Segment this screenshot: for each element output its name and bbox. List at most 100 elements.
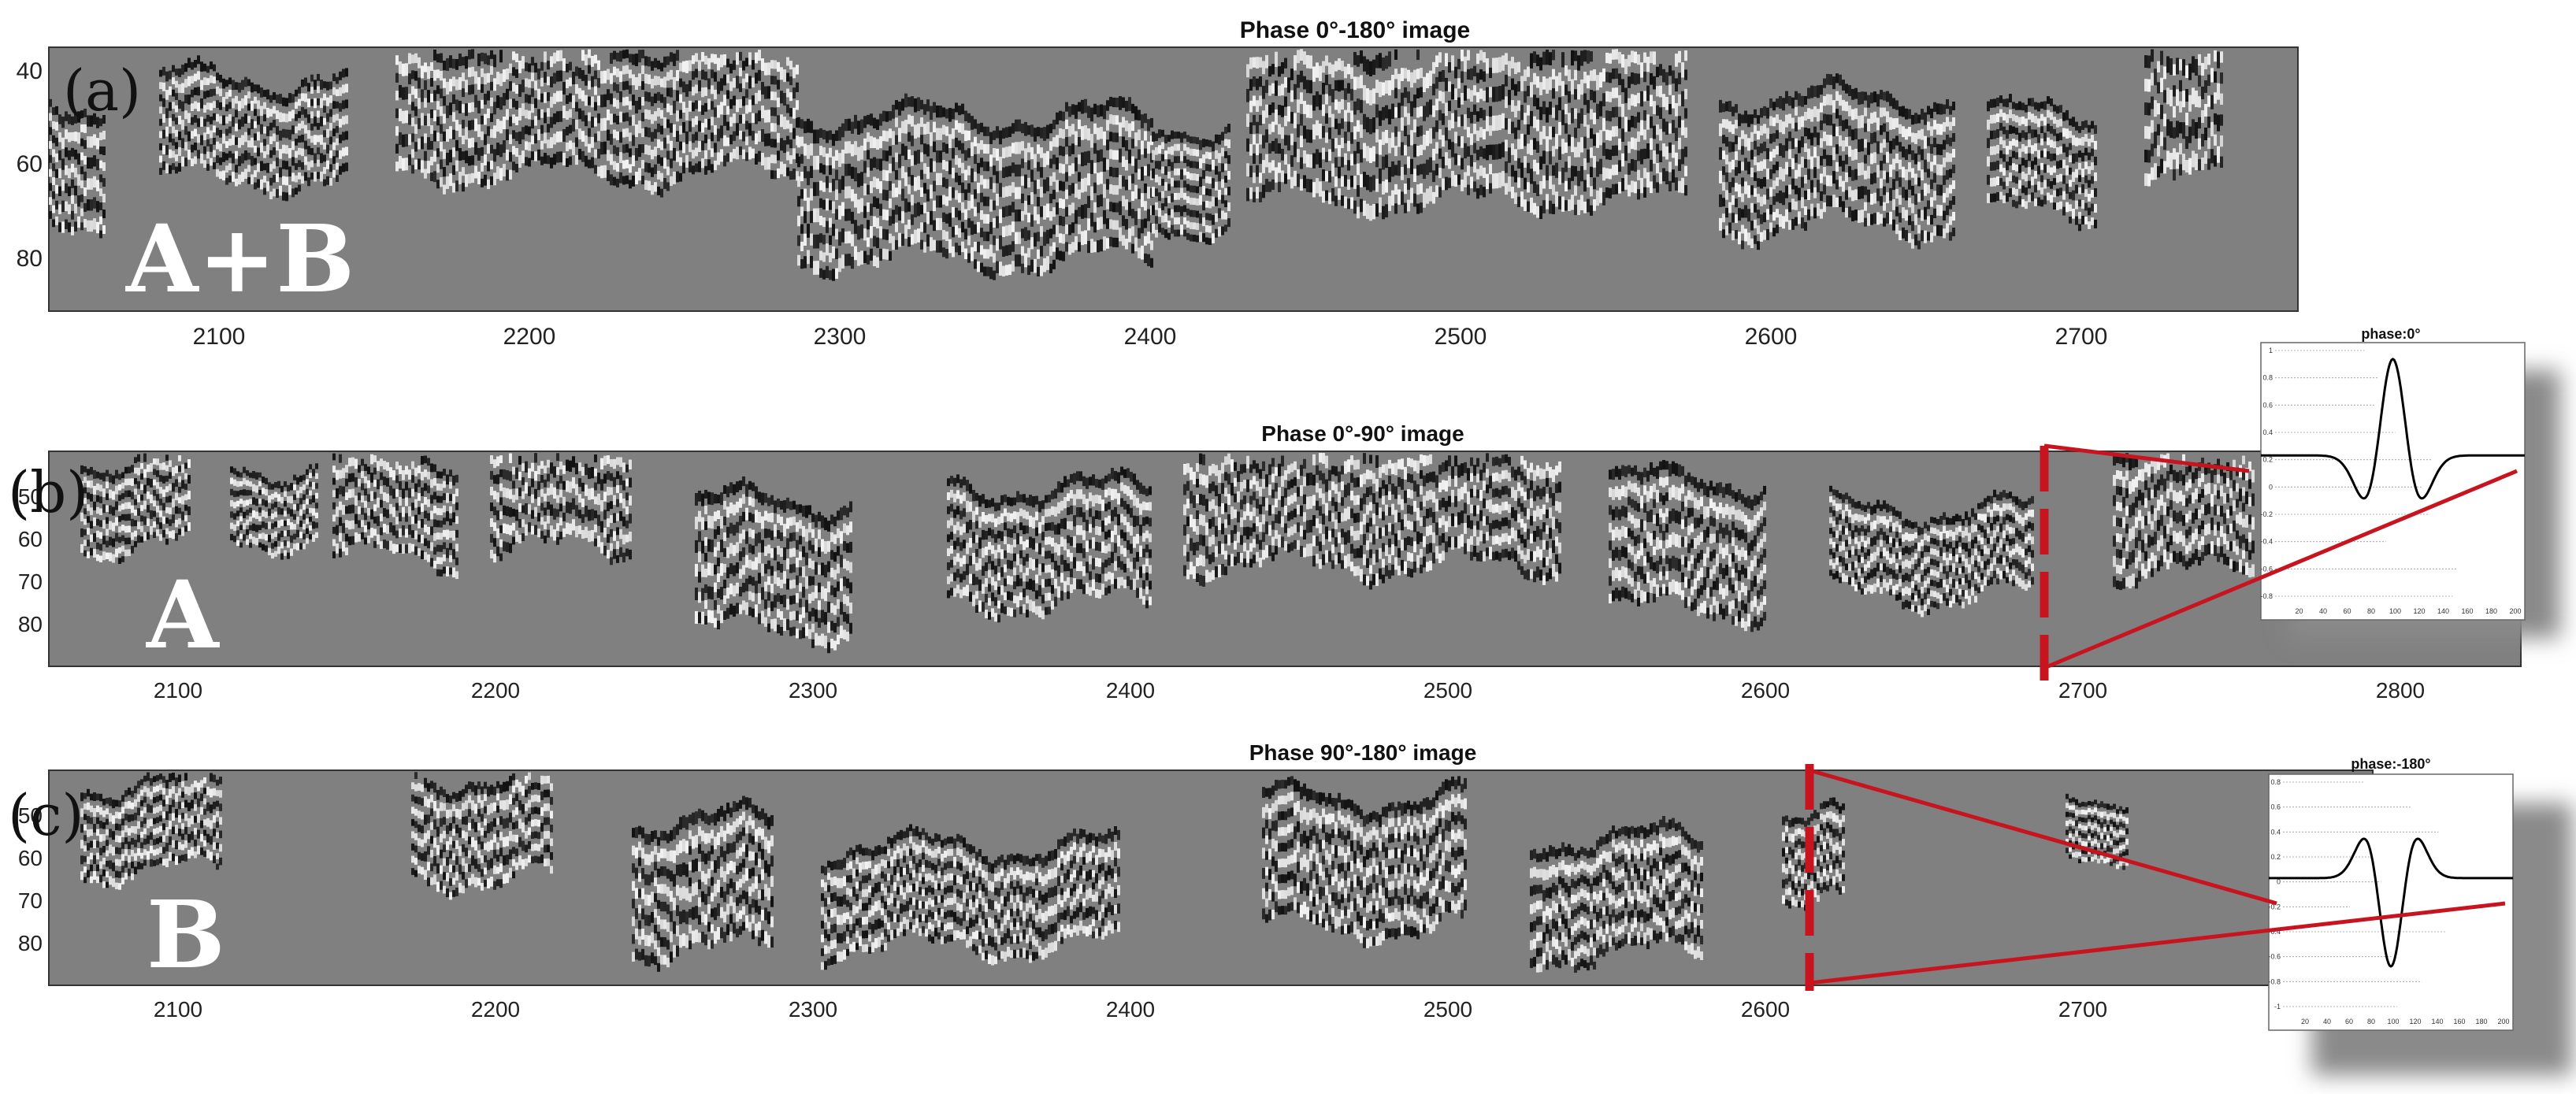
texture-stripe — [882, 150, 885, 161]
texture-stripe — [575, 154, 578, 165]
texture-stripe — [484, 113, 487, 125]
texture-stripe — [162, 82, 165, 91]
texture-stripe — [307, 177, 310, 187]
texture-stripe — [1505, 96, 1508, 109]
texture-stripe — [1858, 115, 1861, 128]
texture-stripe — [1071, 124, 1075, 135]
texture-stripe — [1927, 169, 1930, 178]
texture-stripe — [506, 129, 509, 141]
texture-stripe — [835, 130, 838, 141]
texture-stripe — [184, 79, 187, 88]
texture-stripe — [1880, 213, 1883, 224]
texture-stripe — [296, 490, 299, 499]
texture-stripe — [1640, 120, 1643, 135]
texture-stripe — [496, 166, 499, 180]
texture-stripe — [323, 117, 326, 125]
texture-stripe — [1287, 106, 1290, 122]
texture-stripe — [1943, 175, 1946, 185]
texture-stripe — [1100, 172, 1103, 184]
texture-stripe — [243, 523, 246, 530]
texture-stripe — [607, 109, 610, 121]
texture-stripe — [1527, 182, 1530, 193]
texture-stripe — [777, 150, 780, 161]
texture-stripe — [1621, 153, 1624, 167]
texture-stripe — [1886, 151, 1889, 163]
texture-stripe — [518, 154, 522, 168]
texture-stripe — [770, 91, 774, 101]
texture-stripe — [1634, 138, 1637, 150]
texture-stripe — [1174, 143, 1177, 151]
texture-stripe — [540, 93, 544, 102]
texture-stripe — [235, 165, 238, 173]
texture-stripe — [405, 528, 408, 538]
texture-stripe — [84, 487, 87, 494]
texture-stripe — [1665, 96, 1668, 110]
texture-stripe — [265, 522, 268, 530]
texture-stripe — [591, 117, 594, 128]
texture-stripe — [481, 131, 484, 140]
texture-stripe — [1413, 169, 1416, 183]
texture-stripe — [2050, 112, 2053, 121]
texture-stripe — [512, 146, 515, 155]
texture-stripe — [1062, 217, 1065, 227]
texture-stripe — [613, 145, 616, 154]
texture-stripe — [914, 98, 917, 113]
texture-stripe — [455, 180, 458, 192]
texture-stripe — [2009, 188, 2012, 198]
texture-stripe — [1125, 199, 1128, 210]
texture-stripe — [134, 510, 137, 516]
texture-stripe — [936, 240, 939, 253]
texture-stripe — [106, 528, 109, 536]
texture-stripe — [689, 161, 692, 172]
texture-stripe — [314, 153, 317, 164]
texture-stripe — [427, 113, 430, 127]
texture-stripe — [249, 507, 252, 514]
texture-stripe — [660, 157, 663, 166]
texture-stripe — [1924, 230, 1927, 243]
texture-stripe — [93, 155, 96, 167]
texture-stripe — [1043, 153, 1046, 168]
texture-stripe — [506, 109, 509, 121]
texture-stripe — [789, 139, 792, 149]
texture-stripe — [1571, 136, 1574, 153]
texture-stripe — [2147, 126, 2151, 139]
texture-stripe — [1312, 153, 1316, 169]
texture-stripe — [1772, 117, 1776, 127]
texture-stripe — [822, 182, 826, 192]
texture-stripe — [701, 140, 704, 150]
texture-stripe — [933, 239, 936, 251]
texture-stripe — [1599, 158, 1602, 175]
texture-stripe — [1732, 142, 1735, 152]
texture-stripe — [885, 131, 889, 142]
texture-stripe — [1527, 143, 1530, 154]
texture-stripe — [383, 540, 386, 549]
texture-stripe — [206, 164, 210, 171]
texture-stripe — [1750, 185, 1754, 195]
texture-stripe — [1334, 61, 1338, 72]
texture-stripe — [326, 97, 329, 106]
texture-stripe — [247, 152, 251, 160]
texture-stripe — [660, 172, 663, 182]
texture-stripe — [306, 469, 309, 476]
texture-stripe — [1256, 143, 1259, 156]
texture-stripe — [945, 126, 948, 136]
texture-stripe — [1479, 165, 1483, 176]
texture-stripe — [2179, 164, 2182, 176]
texture-stripe — [619, 172, 622, 184]
texture-stripe — [1218, 189, 1221, 200]
texture-stripe — [440, 106, 443, 117]
texture-stripe — [547, 155, 550, 165]
texture-stripe — [430, 61, 433, 71]
texture-stripe — [613, 176, 616, 186]
texture-stripe — [1331, 64, 1334, 78]
texture-stripe — [1008, 165, 1011, 177]
texture-stripe — [1899, 230, 1902, 240]
texture-stripe — [329, 123, 332, 131]
texture-stripe — [534, 133, 537, 144]
texture-stripe — [1103, 184, 1106, 198]
texture-stripe — [2053, 128, 2056, 136]
texture-stripe — [657, 60, 660, 69]
texture-stripe — [1930, 232, 1933, 243]
texture-stripe — [635, 101, 638, 114]
texture-stripe — [84, 529, 87, 536]
